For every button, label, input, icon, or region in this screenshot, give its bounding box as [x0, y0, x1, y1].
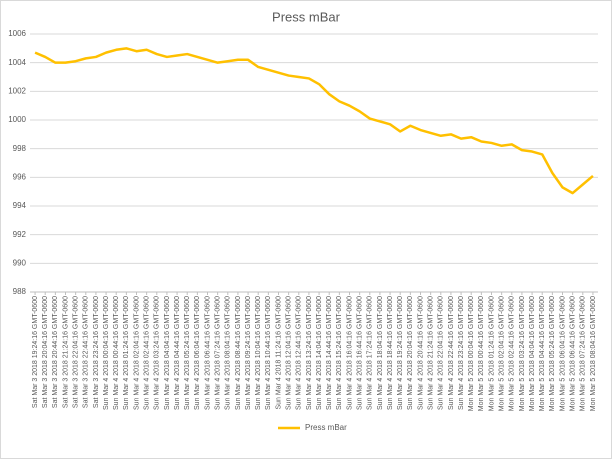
x-tick-label: Sun Mar 4 2018 03:24:16 GMT-0600	[154, 296, 161, 410]
y-tick-label: 1002	[8, 86, 26, 95]
chart-title: Press mBar	[272, 9, 341, 24]
x-tick-label: Sat Mar 3 2018 22:04:16 GMT-0600	[72, 296, 79, 408]
x-tick-label: Mon Mar 5 2018 02:04:16 GMT-0600	[498, 296, 505, 411]
x-tick-label: Sun Mar 4 2018 16:04:16 GMT-0600	[346, 296, 353, 410]
x-tick-label: Sun Mar 4 2018 11:24:16 GMT-0600	[275, 296, 282, 410]
x-tick-label: Sat Mar 3 2018 22:44:16 GMT-0600	[83, 296, 90, 408]
x-tick-label: Mon Mar 5 2018 03:24:16 GMT-0600	[519, 296, 526, 411]
y-tick-label: 1006	[8, 29, 26, 38]
x-tick-label: Sun Mar 4 2018 21:24:16 GMT-0600	[427, 296, 434, 410]
x-tick-label: Sun Mar 4 2018 08:04:16 GMT-0600	[225, 296, 232, 410]
x-tick-label: Mon Mar 5 2018 08:04:16 GMT-0600	[590, 296, 597, 411]
x-tick-label: Mon Mar 5 2018 04:04:16 GMT-0600	[529, 296, 536, 411]
x-tick-label: Sun Mar 4 2018 05:24:16 GMT-0600	[184, 296, 191, 410]
x-tick-label: Sun Mar 4 2018 02:44:16 GMT-0600	[143, 296, 150, 410]
x-tick-label: Sun Mar 4 2018 13:24:16 GMT-0600	[306, 296, 313, 410]
y-tick-label: 1000	[8, 115, 26, 124]
x-tick-label: Sat Mar 3 2018 21:24:16 GMT-0600	[62, 296, 69, 408]
y-tick-label: 998	[13, 144, 27, 153]
x-tick-label: Mon Mar 5 2018 01:24:16 GMT-0600	[488, 296, 495, 411]
x-tick-label: Mon Mar 5 2018 07:24:16 GMT-0600	[580, 296, 587, 411]
x-tick-label: Mon Mar 5 2018 00:04:16 GMT-0600	[468, 296, 475, 411]
x-tick-label: Sun Mar 4 2018 04:44:16 GMT-0600	[174, 296, 181, 410]
x-tick-label: Sun Mar 4 2018 00:04:16 GMT-0600	[103, 296, 110, 410]
x-tick-label: Sun Mar 4 2018 18:44:16 GMT-0600	[387, 296, 394, 410]
x-tick-label: Sun Mar 4 2018 04:04:16 GMT-0600	[164, 296, 171, 410]
x-tick-label: Sun Mar 4 2018 22:04:16 GMT-0600	[438, 296, 445, 410]
x-tick-label: Sun Mar 4 2018 19:24:16 GMT-0600	[397, 296, 404, 410]
x-tick-label: Sat Mar 3 2018 20:04:16 GMT-0600	[42, 296, 49, 408]
x-tick-label: Mon Mar 5 2018 06:04:16 GMT-0600	[559, 296, 566, 411]
x-tick-label: Sun Mar 4 2018 14:44:16 GMT-0600	[326, 296, 333, 410]
x-tick-label: Sat Mar 3 2018 20:44:16 GMT-0600	[52, 296, 59, 408]
x-tick-label: Sun Mar 4 2018 10:04:16 GMT-0600	[255, 296, 262, 410]
x-tick-label: Sun Mar 4 2018 10:44:16 GMT-0600	[265, 296, 272, 410]
line-series	[34, 47, 594, 195]
x-tick-label: Sun Mar 4 2018 00:44:16 GMT-0600	[113, 296, 120, 410]
x-tick-label: Sun Mar 4 2018 23:24:16 GMT-0600	[458, 296, 465, 410]
x-tick-label: Mon Mar 5 2018 00:44:16 GMT-0600	[478, 296, 485, 411]
x-tick-label: Sun Mar 4 2018 17:24:16 GMT-0600	[367, 296, 374, 410]
x-tick-label: Sun Mar 4 2018 07:24:16 GMT-0600	[214, 296, 221, 410]
x-tick-label: Sun Mar 4 2018 18:04:16 GMT-0600	[377, 296, 384, 410]
x-tick-label: Sun Mar 4 2018 01:24:16 GMT-0600	[123, 296, 130, 410]
legend-label: Press mBar	[305, 423, 347, 432]
y-tick-label: 996	[13, 172, 27, 181]
x-tick-label: Sun Mar 4 2018 12:04:16 GMT-0600	[285, 296, 292, 410]
x-tick-label: Sun Mar 4 2018 09:24:16 GMT-0600	[245, 296, 252, 410]
y-tick-label: 988	[13, 287, 27, 296]
x-tick-label: Sun Mar 4 2018 08:44:16 GMT-0600	[235, 296, 242, 410]
x-tick-label: Mon Mar 5 2018 02:44:16 GMT-0600	[509, 296, 516, 411]
x-tick-label: Sun Mar 4 2018 16:44:16 GMT-0600	[356, 296, 363, 410]
x-tick-label: Sun Mar 4 2018 02:04:16 GMT-0600	[133, 296, 140, 410]
x-tick-label: Sun Mar 4 2018 20:44:16 GMT-0600	[417, 296, 424, 410]
x-tick-label: Sat Mar 3 2018 19:24:16 GMT-0600	[32, 296, 39, 408]
x-tick-label: Mon Mar 5 2018 05:24:16 GMT-0600	[549, 296, 556, 411]
y-tick-label: 1004	[8, 58, 26, 67]
x-tick-label: Sun Mar 4 2018 14:04:16 GMT-0600	[316, 296, 323, 410]
x-tick-label: Sun Mar 4 2018 22:44:16 GMT-0600	[448, 296, 455, 410]
x-tick-label: Sun Mar 4 2018 20:04:16 GMT-0600	[407, 296, 414, 410]
x-tick-label: Sun Mar 4 2018 06:44:16 GMT-0600	[204, 296, 211, 410]
x-tick-label: Sun Mar 4 2018 15:24:16 GMT-0600	[336, 296, 343, 410]
x-tick-label: Sun Mar 4 2018 06:04:16 GMT-0600	[194, 296, 201, 410]
x-tick-label: Sat Mar 3 2018 23:24:16 GMT-0600	[93, 296, 100, 408]
y-tick-label: 990	[13, 258, 27, 267]
y-tick-label: 994	[13, 201, 27, 210]
x-tick-label: Sun Mar 4 2018 12:44:16 GMT-0600	[296, 296, 303, 410]
x-tick-label: Mon Mar 5 2018 04:44:16 GMT-0600	[539, 296, 546, 411]
x-tick-label: Mon Mar 5 2018 06:44:16 GMT-0600	[569, 296, 576, 411]
y-tick-label: 992	[13, 230, 27, 239]
